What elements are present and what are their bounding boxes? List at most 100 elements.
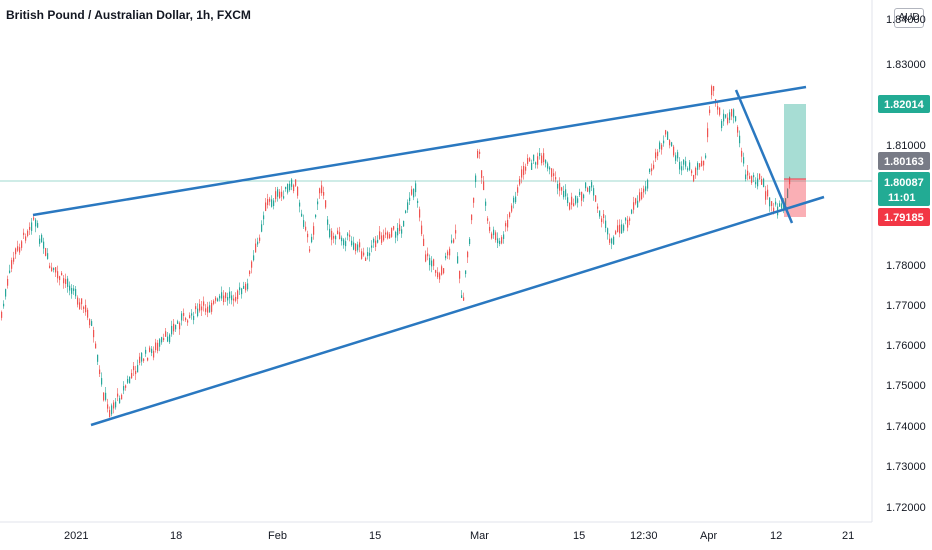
take-profit-zone[interactable] <box>784 104 806 179</box>
candle-body <box>133 366 135 371</box>
candle-body <box>171 325 173 335</box>
candle-body <box>625 218 627 221</box>
candle-body <box>259 237 261 241</box>
candle-body <box>343 239 345 246</box>
candle-body <box>313 226 315 235</box>
candle-body <box>367 252 369 257</box>
candle-body <box>117 393 119 397</box>
y-tick-label: 1.84000 <box>886 14 926 26</box>
candle-body <box>449 248 451 256</box>
candle-body <box>673 146 675 156</box>
candle-body <box>431 260 433 267</box>
candle-body <box>305 226 307 231</box>
candle-body <box>61 272 63 276</box>
candle-body <box>395 231 397 238</box>
candle-body <box>599 210 601 217</box>
candle-body <box>597 206 599 209</box>
x-tick-label: 15 <box>573 530 585 542</box>
candle-body <box>647 179 649 189</box>
badge-countdown-text: 11:01 <box>888 192 916 204</box>
candle-body <box>731 109 733 117</box>
candle-body <box>537 156 539 165</box>
candle-body <box>695 167 697 176</box>
candle-body <box>785 198 787 206</box>
chart-title: British Pound / Australian Dollar, 1h, F… <box>6 8 251 22</box>
candle-body <box>365 257 367 261</box>
candle-body <box>487 218 489 221</box>
candle-body <box>643 188 645 193</box>
time-axis: 2021 18 Feb 15 Mar 15 12:30 Apr 12 21 <box>64 530 854 542</box>
candle-body <box>465 270 467 274</box>
candle-body <box>279 191 281 199</box>
candle-body <box>425 254 427 262</box>
candle-body <box>757 178 759 187</box>
candle-body <box>1 311 3 318</box>
candle-body <box>167 336 169 342</box>
candle-body <box>187 320 189 323</box>
candle-body <box>177 321 179 324</box>
y-tick-label: 1.75000 <box>886 380 926 392</box>
candle-body <box>581 191 583 201</box>
candle-body <box>551 168 553 177</box>
candle-body <box>113 402 115 409</box>
candle-body <box>391 228 393 237</box>
candle-body <box>699 163 701 168</box>
candle-body <box>503 234 505 239</box>
candle-body <box>107 404 109 409</box>
candle-body <box>441 266 443 275</box>
candle-body <box>671 142 673 147</box>
x-tick-label: 21 <box>842 530 854 542</box>
candle-body <box>195 306 197 310</box>
candle-body <box>147 357 149 361</box>
candle-body <box>711 86 713 96</box>
candle-body <box>585 182 587 189</box>
candle-body <box>583 194 585 199</box>
candle-body <box>651 168 653 172</box>
candle-body <box>181 313 183 321</box>
candle-body <box>119 398 121 404</box>
candle-body <box>591 182 593 188</box>
candle-body <box>185 318 187 321</box>
candle-body <box>203 301 205 306</box>
candle-body <box>725 114 727 118</box>
y-tick-label: 1.77000 <box>886 300 926 312</box>
y-tick-label: 1.78000 <box>886 260 926 272</box>
lower-trendline[interactable] <box>90 195 825 427</box>
candle-body <box>77 297 79 305</box>
candle-body <box>765 191 767 200</box>
breakout-trendline[interactable] <box>734 89 794 224</box>
candle-body <box>201 306 203 311</box>
candle-body <box>35 219 37 227</box>
candle-body <box>453 239 455 243</box>
candle-body <box>761 179 763 185</box>
candle-body <box>513 197 515 203</box>
candle-body <box>557 184 559 189</box>
candle-body <box>575 195 577 204</box>
candle-body <box>289 183 291 191</box>
candle-body <box>637 200 639 208</box>
upper-trendline[interactable] <box>32 85 807 217</box>
candle-body <box>705 155 707 158</box>
candle-body <box>563 190 565 198</box>
candle-body <box>615 231 617 235</box>
candle-body <box>771 201 773 206</box>
candle-body <box>157 342 159 351</box>
candle-body <box>83 306 85 310</box>
candle-body <box>535 162 537 165</box>
candle-body <box>605 220 607 228</box>
candle-body <box>753 175 755 178</box>
candle-body <box>17 246 19 251</box>
candle-body <box>567 197 569 204</box>
candle-body <box>191 313 193 316</box>
currency-button[interactable]: AUD <box>894 8 924 28</box>
candle-body <box>95 343 97 349</box>
candle-body <box>759 173 761 180</box>
candle-body <box>215 297 217 301</box>
candle-body <box>385 232 387 235</box>
candle-body <box>737 126 739 133</box>
candle-body <box>455 230 457 234</box>
candle-body <box>193 315 195 321</box>
y-tick-label: 1.81000 <box>886 140 926 152</box>
candle-body <box>299 202 301 207</box>
